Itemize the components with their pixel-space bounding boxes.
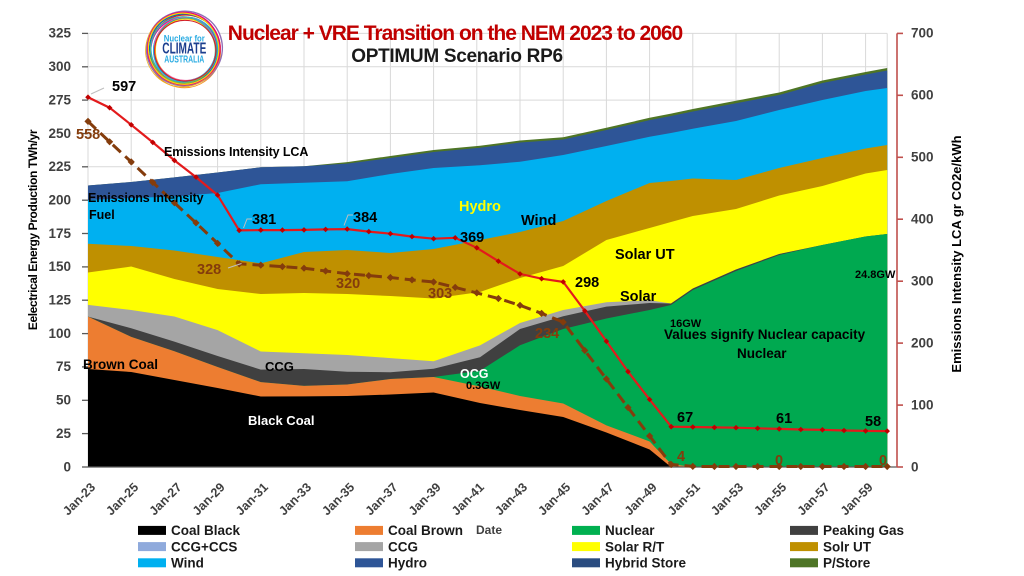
- svg-text:Solar: Solar: [620, 289, 657, 305]
- svg-text:298: 298: [575, 275, 599, 291]
- svg-text:CCG: CCG: [388, 539, 418, 554]
- svg-text:225: 225: [48, 159, 71, 174]
- svg-text:328: 328: [197, 262, 221, 278]
- svg-text:Values signify Nuclear capacit: Values signify Nuclear capacity: [664, 327, 866, 342]
- svg-text:AUSTRALIA: AUSTRALIA: [164, 55, 204, 66]
- svg-text:300: 300: [911, 274, 934, 289]
- svg-text:Coal Black: Coal Black: [171, 523, 241, 538]
- svg-text:Emissions Intensity: Emissions Intensity: [88, 191, 204, 205]
- svg-text:700: 700: [911, 26, 934, 41]
- svg-text:75: 75: [56, 359, 72, 374]
- svg-text:4: 4: [677, 449, 685, 465]
- svg-text:CLIMATE: CLIMATE: [162, 41, 206, 58]
- svg-text:Nuclear for: Nuclear for: [164, 34, 205, 44]
- svg-text:597: 597: [112, 79, 136, 95]
- svg-text:Solar R/T: Solar R/T: [605, 539, 665, 554]
- svg-text:CCG: CCG: [265, 359, 294, 374]
- svg-text:Wind: Wind: [171, 556, 204, 571]
- svg-text:175: 175: [48, 226, 71, 241]
- svg-text:OPTIMUM Scenario RP6: OPTIMUM Scenario RP6: [351, 46, 563, 67]
- svg-text:150: 150: [48, 259, 71, 274]
- svg-text:0: 0: [911, 459, 919, 474]
- svg-text:Wind: Wind: [521, 213, 556, 229]
- svg-text:275: 275: [48, 92, 71, 107]
- svg-text:Nuclear: Nuclear: [605, 523, 655, 538]
- svg-text:100: 100: [48, 326, 71, 341]
- svg-text:P/Store: P/Store: [823, 556, 871, 571]
- svg-text:25: 25: [56, 426, 72, 441]
- svg-text:16GW: 16GW: [670, 318, 702, 330]
- svg-text:369: 369: [460, 230, 484, 246]
- svg-text:67: 67: [677, 410, 693, 426]
- svg-text:200: 200: [911, 335, 934, 350]
- svg-text:50: 50: [56, 393, 71, 408]
- svg-text:303: 303: [428, 286, 452, 302]
- svg-text:Date: Date: [476, 523, 502, 537]
- svg-text:125: 125: [48, 293, 71, 308]
- svg-text:OCG: OCG: [460, 367, 488, 381]
- svg-text:24.8GW: 24.8GW: [855, 269, 896, 281]
- svg-text:Emissions Intensity LCA gr CO2: Emissions Intensity LCA gr CO2e/kWh: [949, 135, 964, 372]
- svg-text:0: 0: [775, 453, 783, 469]
- svg-text:600: 600: [911, 88, 934, 103]
- svg-text:61: 61: [776, 411, 792, 427]
- svg-text:558: 558: [76, 127, 100, 143]
- svg-text:CCG+CCS: CCG+CCS: [171, 539, 237, 554]
- svg-text:400: 400: [911, 212, 934, 227]
- svg-text:Brown Coal: Brown Coal: [83, 357, 158, 372]
- svg-text:250: 250: [48, 126, 71, 141]
- svg-text:Solar UT: Solar UT: [615, 247, 675, 263]
- svg-text:0: 0: [63, 459, 71, 474]
- svg-text:200: 200: [48, 193, 71, 208]
- svg-text:Nuclear + VRE Transition on th: Nuclear + VRE Transition on the NEM 2023…: [228, 22, 683, 45]
- svg-text:Hydro: Hydro: [459, 199, 501, 215]
- svg-text:234: 234: [535, 326, 559, 342]
- svg-text:500: 500: [911, 150, 934, 165]
- svg-text:Nuclear: Nuclear: [737, 346, 787, 361]
- svg-text:320: 320: [336, 276, 360, 292]
- svg-text:Peaking Gas: Peaking Gas: [823, 523, 904, 538]
- svg-text:100: 100: [911, 397, 934, 412]
- svg-text:0.3GW: 0.3GW: [466, 380, 501, 392]
- svg-text:325: 325: [48, 26, 71, 41]
- svg-text:Fuel: Fuel: [89, 208, 115, 222]
- svg-text:Emissions Intensity LCA: Emissions Intensity LCA: [164, 145, 308, 159]
- svg-text:300: 300: [48, 59, 71, 74]
- svg-text:Coal Brown: Coal Brown: [388, 523, 463, 538]
- svg-text:Eelectrical Energy Production: Eelectrical Energy Production TWh/yr: [26, 129, 40, 330]
- svg-text:Black Coal: Black Coal: [248, 413, 314, 428]
- svg-text:381: 381: [252, 212, 276, 228]
- svg-text:384: 384: [353, 210, 377, 226]
- svg-text:Hybrid Store: Hybrid Store: [605, 556, 687, 571]
- svg-text:Solr UT: Solr UT: [823, 539, 872, 554]
- svg-text:58: 58: [865, 414, 881, 430]
- svg-text:0: 0: [879, 453, 887, 469]
- svg-text:Hydro: Hydro: [388, 556, 427, 571]
